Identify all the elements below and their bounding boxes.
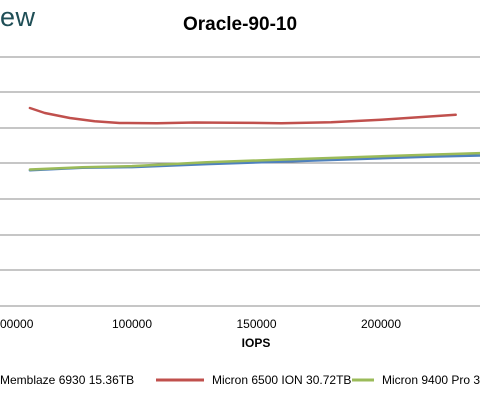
legend-label-0: Memblaze 6930 15.36TB: [0, 373, 134, 387]
logo-text: ew: [0, 2, 36, 32]
x-tick-labels: 00000 100000 150000 200000: [0, 317, 401, 331]
x-tick-label: 200000: [361, 317, 401, 331]
legend: Memblaze 6930 15.36TB Micron 6500 ION 30.…: [0, 373, 480, 387]
x-axis-label: IOPS: [242, 336, 271, 350]
gridlines: [0, 56, 480, 307]
x-tick-label: 00000: [0, 317, 34, 331]
x-tick-label: 100000: [112, 317, 152, 331]
series-lines: [28, 106, 480, 172]
chart-title: Oracle-90-10: [182, 14, 298, 35]
legend-label-2: Micron 9400 Pro 3: [382, 373, 480, 387]
x-tick-label: 150000: [236, 317, 276, 331]
series-line-2: [28, 151, 480, 171]
series-line-1: [28, 106, 457, 125]
legend-label-1: Micron 6500 ION 30.72TB: [212, 373, 351, 387]
